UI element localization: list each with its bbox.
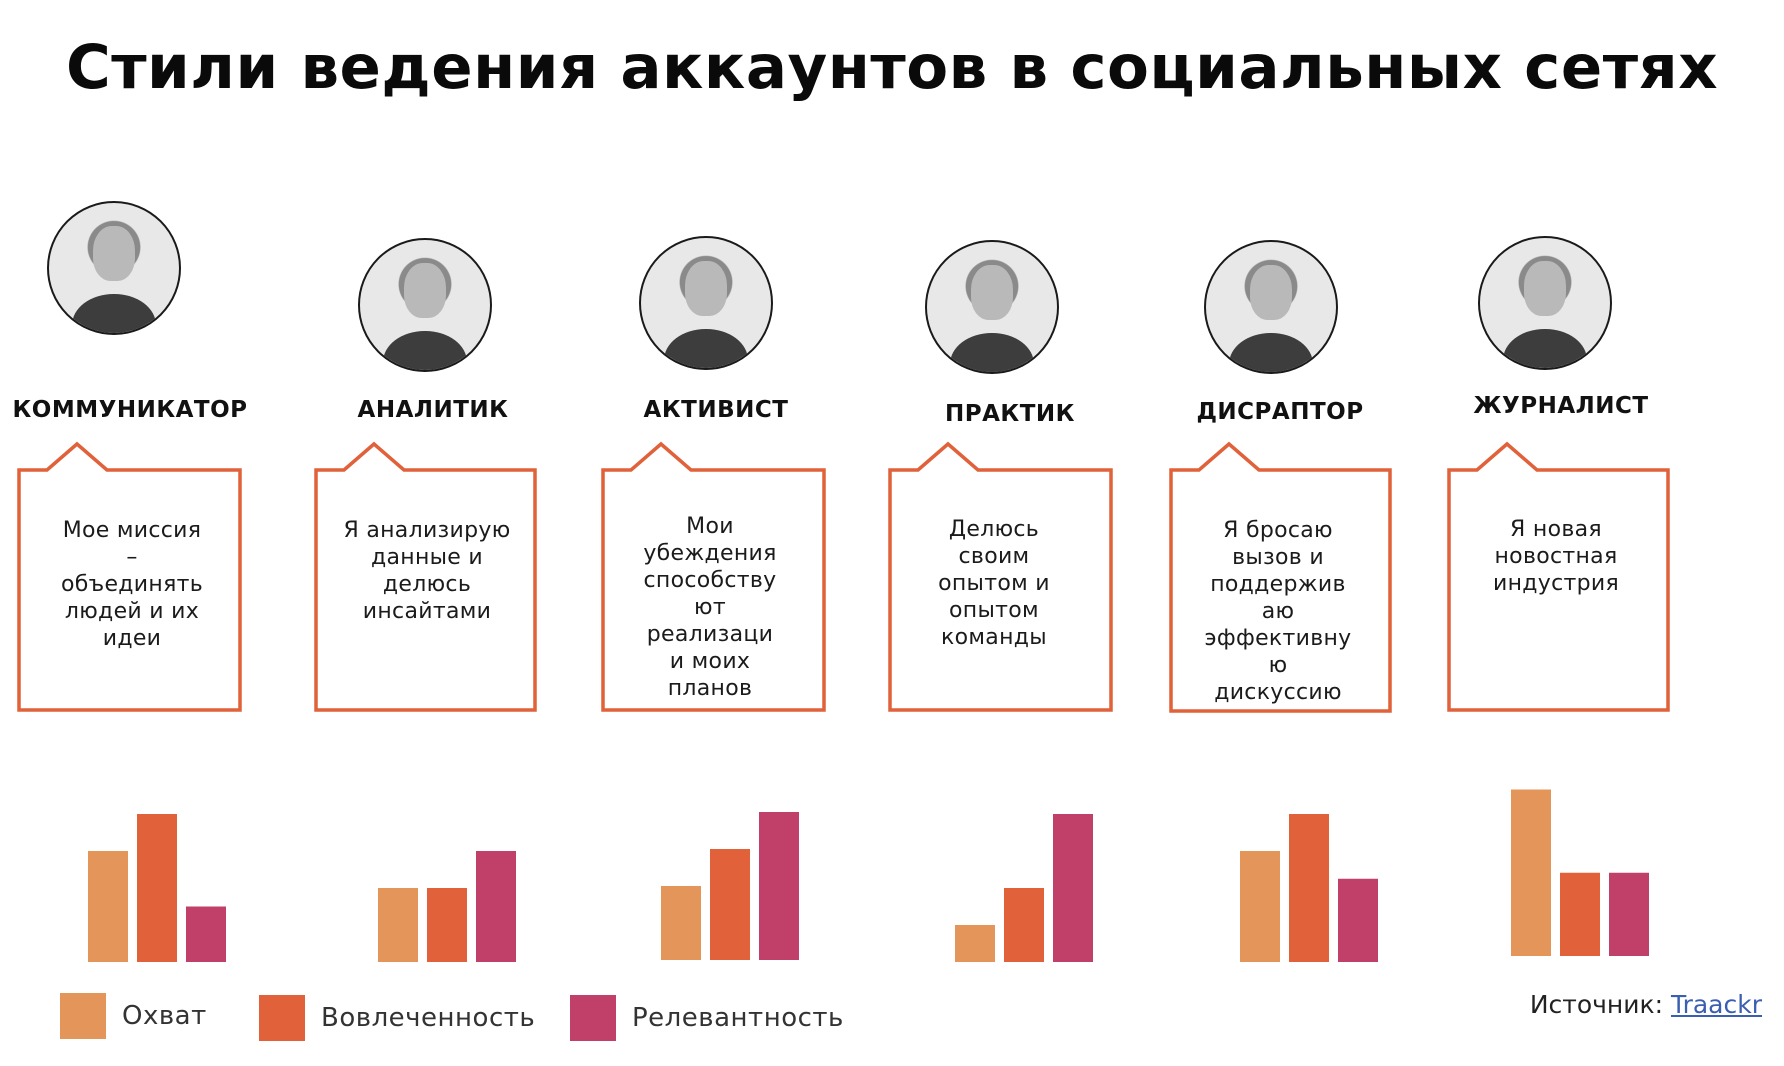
role-label: КОММУНИКАТОР xyxy=(12,397,248,423)
page-title: Стили ведения аккаунтов в социальных сет… xyxy=(65,32,1719,103)
bar-relevance-1 xyxy=(476,851,516,962)
quote-text-5: Я новая новостная индустрия xyxy=(1451,516,1661,597)
speech-bubble-4 xyxy=(1169,441,1392,713)
quote-line: Делюсь xyxy=(948,517,1040,542)
quote-line: данные и xyxy=(370,545,484,570)
legend-label: Релевантность xyxy=(632,1003,844,1033)
bar-relevance-2 xyxy=(759,812,799,960)
quote-line: объединять xyxy=(60,572,203,597)
quote-line: эффективну xyxy=(1204,626,1352,651)
source-label: Источник: xyxy=(1529,990,1664,1019)
quote-line: инсайтами xyxy=(362,599,492,624)
avatar-kommunikator xyxy=(47,201,181,335)
legend-swatch xyxy=(60,993,106,1039)
bar-reach-2 xyxy=(661,886,701,960)
quote-line: убеждения xyxy=(643,541,777,566)
quote-line: команды xyxy=(941,625,1047,650)
speech-bubble-2 xyxy=(601,441,826,712)
bar-engagement-1 xyxy=(427,888,467,962)
legend-label: Вовлеченность xyxy=(321,1003,536,1033)
bar-engagement-4 xyxy=(1289,814,1329,962)
bar-reach-5 xyxy=(1511,789,1551,956)
avatar-aktivist xyxy=(639,236,773,370)
bar-relevance-0 xyxy=(186,906,226,962)
bar-reach-3 xyxy=(955,925,995,962)
role-label: АНАЛИТИК xyxy=(357,397,509,423)
bar-engagement-0 xyxy=(137,814,177,962)
quote-line: ю xyxy=(1268,653,1288,678)
quote-line: людей и их xyxy=(64,599,200,624)
quote-line: планов xyxy=(667,676,753,701)
avatar-zhurnalist xyxy=(1478,236,1612,370)
bar-reach-4 xyxy=(1240,851,1280,962)
quote-text-1: Я анализирую данные и делюсь инсайтами xyxy=(317,517,537,625)
quote-line: дискуссию xyxy=(1214,680,1342,705)
avatar-analitik xyxy=(358,238,492,372)
source-link[interactable]: Traackr xyxy=(1670,990,1762,1019)
quote-text-2: Мои убеждения способству ют реализаци и … xyxy=(605,513,815,702)
quote-line: Я бросаю xyxy=(1223,518,1333,543)
quote-text-0: Мое миссия – объединять людей и их идеи xyxy=(22,517,242,652)
quote-line: – xyxy=(126,545,138,570)
role-label: ДИСРАПТОР xyxy=(1196,399,1364,425)
legend-swatch xyxy=(259,995,305,1041)
speech-bubble-1 xyxy=(314,441,537,712)
quote-text-3: Делюсь своим опытом и опытом команды xyxy=(889,516,1099,651)
quote-line: опытом и xyxy=(938,571,1050,596)
role-label: АКТИВИСТ xyxy=(643,397,789,423)
speech-bubble-3 xyxy=(888,441,1113,712)
avatar-disraptor xyxy=(1204,240,1338,374)
bar-reach-0 xyxy=(88,851,128,962)
legend-item-engagement: Вовлеченность xyxy=(259,995,535,1041)
quote-line: Мое миссия xyxy=(62,518,202,543)
legend-item-relevance: Релевантность xyxy=(570,995,844,1041)
legend-item-reach: Охват xyxy=(60,993,207,1039)
avatar-praktik xyxy=(925,240,1059,374)
quote-line: своим xyxy=(958,544,1030,569)
speech-bubble-5 xyxy=(1447,441,1670,712)
bar-relevance-5 xyxy=(1609,872,1649,956)
quote-line: Мои xyxy=(686,514,734,539)
legend-label: Охват xyxy=(122,1001,207,1031)
quote-text-4: Я бросаю вызов и поддержив аю эффективну… xyxy=(1173,517,1383,706)
quote-line: новостная xyxy=(1494,544,1618,569)
quote-line: идеи xyxy=(102,626,162,651)
quote-line: делюсь xyxy=(382,572,472,597)
bar-engagement-5 xyxy=(1560,872,1600,956)
source-note: Источник: Traackr xyxy=(1530,990,1762,1019)
quote-line: способству xyxy=(643,568,777,593)
quote-line: ют xyxy=(694,595,726,620)
bar-reach-1 xyxy=(378,888,418,962)
quote-line: Я новая xyxy=(1510,517,1602,542)
quote-line: Я анализирую xyxy=(343,518,511,543)
quote-line: поддержив xyxy=(1210,572,1346,597)
quote-line: индустрия xyxy=(1492,571,1620,596)
legend-swatch xyxy=(570,995,616,1041)
bar-engagement-2 xyxy=(710,849,750,960)
role-label: ЖУРНАЛИСТ xyxy=(1473,393,1649,419)
bar-relevance-4 xyxy=(1338,878,1378,962)
bar-relevance-3 xyxy=(1053,814,1093,962)
quote-line: вызов и xyxy=(1232,545,1324,570)
bar-engagement-3 xyxy=(1004,888,1044,962)
role-label: ПРАКТИК xyxy=(945,401,1075,427)
quote-line: и моих xyxy=(669,649,751,674)
quote-line: опытом xyxy=(949,598,1039,623)
quote-line: аю xyxy=(1261,599,1295,624)
speech-bubble-0 xyxy=(17,441,242,712)
quote-line: реализаци xyxy=(646,622,774,647)
